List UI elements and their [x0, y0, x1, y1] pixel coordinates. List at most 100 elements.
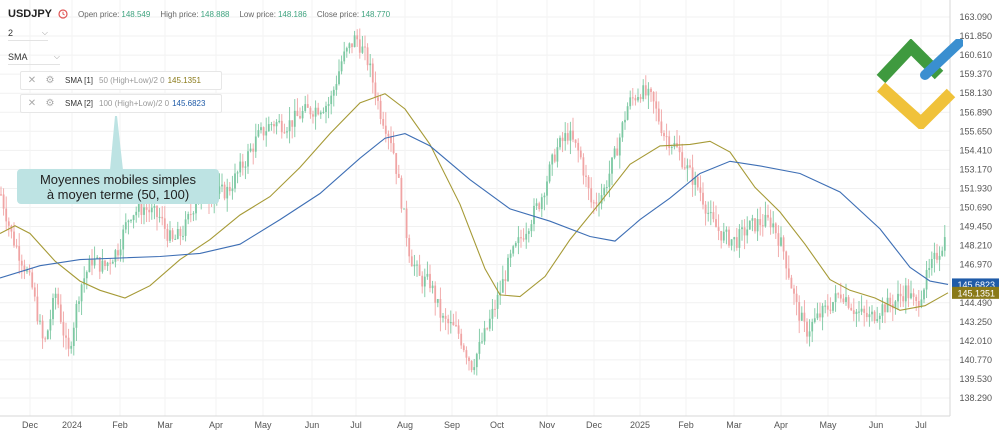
candle-body — [28, 270, 31, 273]
candle-body — [314, 107, 317, 117]
candle-body — [829, 309, 832, 311]
indicator-dropdown[interactable]: SMA ⌵ — [8, 49, 60, 65]
candle-body — [460, 333, 463, 346]
sma-50-line — [0, 93, 949, 311]
candle-body — [137, 202, 140, 212]
candle-body — [340, 61, 343, 72]
candle-body — [735, 237, 738, 248]
candle-body — [657, 108, 660, 122]
price-tick-label: 149.450 — [959, 222, 992, 232]
candle-body — [400, 177, 403, 209]
price-tick-label: 144.490 — [959, 298, 992, 308]
high-price: High price: 148.888 — [160, 9, 230, 19]
candle-body — [153, 206, 156, 208]
time-tick-label: Nov — [539, 420, 556, 430]
candle-body — [540, 197, 543, 210]
candle-body — [158, 216, 161, 218]
candle-body — [358, 39, 361, 53]
candle-body — [252, 148, 255, 152]
candle-body — [374, 82, 377, 98]
time-tick-label: Mar — [726, 420, 742, 430]
price-tick-label: 142.010 — [959, 336, 992, 346]
candle-body — [319, 112, 322, 115]
candle-body — [548, 164, 551, 182]
candle-body — [452, 322, 455, 326]
candle-body — [611, 157, 613, 174]
interval-dropdown[interactable]: 2 ⌵ — [8, 25, 48, 41]
candle-body — [218, 186, 221, 194]
candle-body — [759, 219, 762, 226]
candle-body — [455, 325, 457, 327]
candle-body — [860, 308, 863, 312]
candle-body — [811, 321, 814, 332]
close-icon[interactable]: ✕ — [27, 75, 37, 86]
candle-body — [288, 120, 291, 132]
candle-body — [306, 104, 309, 108]
candle-body — [621, 122, 624, 138]
time-tick-label: Oct — [490, 420, 505, 430]
candle-body — [226, 186, 229, 199]
price-tick-label: 148.210 — [959, 241, 992, 251]
time-tick-label: Jun — [305, 420, 320, 430]
candle-body — [600, 195, 603, 204]
gear-icon[interactable]: ⚙ — [45, 75, 55, 86]
candle-body — [504, 279, 507, 282]
candle-body — [364, 46, 366, 48]
candle-body — [473, 367, 476, 371]
time-tick-label: Dec — [22, 420, 39, 430]
price-tick-label: 160.610 — [959, 50, 992, 60]
candle-body — [709, 212, 712, 214]
price-tick-label: 153.170 — [959, 164, 992, 174]
candle-body — [572, 130, 574, 140]
candle-body — [832, 302, 834, 311]
candle-body — [54, 293, 57, 298]
candle-body — [514, 243, 517, 247]
candle-body — [488, 318, 491, 329]
sma-100-last-tag-label: 145.6823 — [957, 280, 995, 290]
candle-body — [803, 312, 806, 322]
candle-body — [923, 289, 925, 300]
price-tick-label: 163.090 — [959, 12, 992, 22]
candle-body — [174, 238, 177, 240]
candle-body — [769, 217, 772, 228]
candle-body — [299, 115, 301, 119]
candle-body — [366, 47, 369, 66]
close-icon[interactable]: ✕ — [27, 98, 37, 109]
candle-body — [525, 233, 528, 240]
candle-body — [403, 208, 405, 210]
candle-body — [195, 203, 197, 214]
candle-body — [442, 315, 444, 318]
candle-body — [904, 285, 907, 302]
candle-body — [733, 237, 736, 240]
candle-body — [257, 130, 260, 137]
candle-body — [309, 107, 312, 115]
candle-body — [520, 237, 522, 239]
time-tick-label: Aug — [397, 420, 413, 430]
gear-icon[interactable]: ⚙ — [45, 98, 55, 109]
chart-header: USDJPY Open price: 148.549 High price: 148… — [8, 6, 400, 22]
candle-body — [7, 221, 10, 226]
candle-body — [873, 311, 876, 321]
candle-body — [395, 153, 398, 174]
candle-body — [852, 310, 855, 314]
candle-body — [410, 256, 413, 267]
candle-body — [247, 151, 249, 167]
candle-body — [842, 298, 845, 302]
candle-body — [49, 319, 52, 331]
candle-body — [501, 279, 504, 293]
candle-body — [382, 118, 385, 126]
candle-body — [556, 147, 559, 162]
price-tick-label: 140.770 — [959, 355, 992, 365]
candle-body — [449, 322, 452, 324]
candle-body — [678, 146, 681, 153]
time-tick-label: Dec — [586, 420, 603, 430]
candle-body — [683, 167, 686, 169]
candle-body — [569, 130, 572, 141]
candle-body — [806, 321, 808, 337]
candle-body — [5, 208, 8, 222]
clock-icon[interactable] — [58, 9, 68, 19]
candle-body — [93, 258, 96, 266]
time-tick-label: Sep — [444, 420, 460, 430]
candle-body — [837, 293, 840, 295]
